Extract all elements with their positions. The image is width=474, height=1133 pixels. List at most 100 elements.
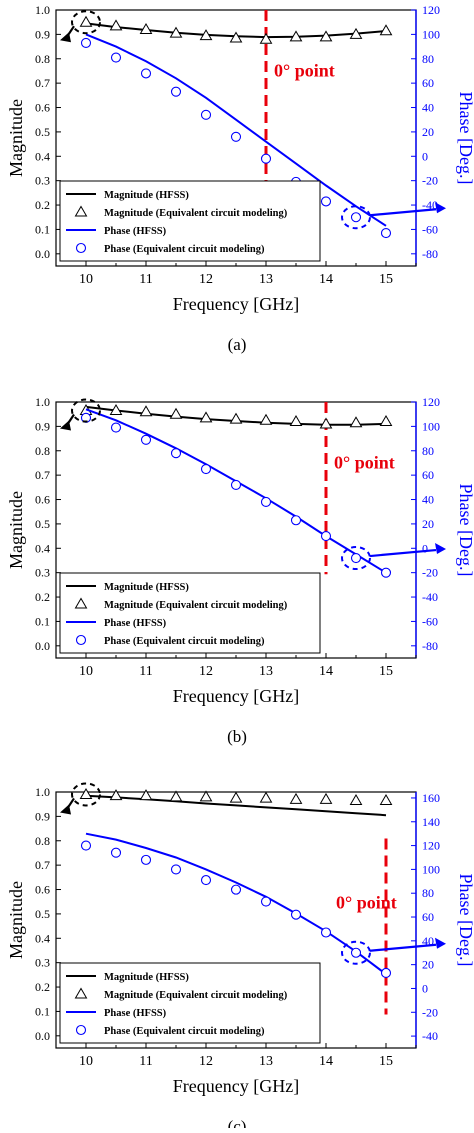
y-tick-label: 0.1: [35, 614, 50, 628]
circle-marker: [230, 479, 242, 490]
x-tick-label: 10: [79, 272, 93, 287]
x-tick-label: 14: [319, 664, 333, 679]
circle-marker: [200, 875, 212, 886]
legend-triangle-swatch: [74, 205, 88, 217]
phase-dashed-ellipse: [341, 205, 371, 230]
y-tick-label: 0.8: [35, 834, 50, 848]
y2-tick-label: 80: [422, 52, 434, 66]
legend-circle-swatch: [75, 242, 87, 254]
y-tick-label: 0.0: [35, 1029, 50, 1043]
legend-entry: Phase (Equivalent circuit modeling): [104, 636, 265, 647]
magnitude-dashed-ellipse: [71, 10, 101, 35]
y2-tick-label: 40: [422, 493, 434, 507]
y-tick-label: 0.6: [35, 101, 50, 115]
y-tick-label: 0.7: [35, 858, 50, 872]
y2-tick-label: -60: [422, 222, 438, 236]
x-tick-label: 14: [319, 272, 333, 287]
y2-tick-label: 0: [422, 541, 428, 555]
y-tick-label: 0.9: [35, 419, 50, 433]
y-tick-label: 0.7: [35, 468, 50, 482]
zero-point-annotation: 0° point: [334, 452, 395, 472]
phase-arrow-shaft: [369, 548, 437, 558]
y-tick-label: 0.3: [35, 956, 50, 970]
triangle-marker: [349, 27, 363, 39]
circle-marker: [260, 153, 272, 164]
triangle-marker: [289, 30, 303, 42]
y2-tick-label: 60: [422, 910, 434, 924]
chart-panel-3: 10 11 12 13 14 15 0.0 0.1 0.2 0.3 0.4 0.5 0.6 0.7 0.8 0…: [6, 782, 474, 1133]
y2-tick-label: 0: [422, 149, 428, 163]
y2-axis-title: Phase [Deg.]: [456, 874, 474, 967]
circle-marker: [320, 531, 332, 542]
triangle-marker: [199, 29, 213, 41]
legend-triangle-swatch: [74, 987, 88, 999]
y-tick-label: 0.3: [35, 566, 50, 580]
circle-marker: [110, 52, 122, 63]
circle-marker: [380, 967, 392, 979]
y-tick-label: 0.6: [35, 493, 50, 507]
y2-tick-label: 60: [422, 76, 434, 90]
magnitude-arrow-head: [60, 420, 71, 431]
zero-point-annotation: 0° point: [336, 892, 397, 912]
legend-entry: Phase (HFSS): [104, 226, 167, 237]
y-tick-label: 0.0: [35, 639, 50, 653]
y-tick-label: 0.6: [35, 883, 50, 897]
y2-axis-title: Phase [Deg.]: [456, 484, 474, 577]
legend-entry: Phase (Equivalent circuit modeling): [104, 1026, 265, 1037]
triangle-marker: [259, 413, 273, 425]
x-axis-title: Frequency [GHz]: [173, 686, 299, 706]
y2-tick-label: 140: [422, 815, 440, 829]
y2-tick-label: 100: [422, 419, 440, 433]
triangle-marker: [139, 789, 153, 801]
panel-caption: (b): [227, 727, 247, 746]
magnitude-arrow-head: [60, 804, 71, 815]
legend-entry: Magnitude (Equivalent circuit modeling): [104, 990, 288, 1001]
circle-marker: [170, 448, 182, 459]
legend-entry: Magnitude (Equivalent circuit modeling): [104, 208, 288, 219]
y2-tick-label: 120: [422, 3, 440, 17]
triangle-marker: [259, 32, 273, 44]
circle-marker: [350, 212, 362, 223]
triangle-marker: [109, 404, 123, 416]
legend-entry: Phase (Equivalent circuit modeling): [104, 244, 265, 255]
y2-tick-label: 120: [422, 839, 440, 853]
phase-arrow-head: [435, 543, 446, 555]
chart-panel-2: 10 11 12 13 14 15 0.0 0.1 0.2 0.3 0.4 0.5 0.6 0.7 0.8 0…: [6, 395, 474, 746]
circle-marker: [380, 567, 392, 578]
x-tick-label: 15: [379, 664, 393, 679]
legend-box: [59, 180, 321, 262]
legend-entry: Phase (HFSS): [104, 1008, 167, 1019]
phase-arrow-shaft: [369, 943, 437, 952]
y-tick-label: 0.4: [35, 149, 50, 163]
circle-marker: [110, 422, 122, 433]
y-tick-label: 0.4: [35, 541, 50, 555]
y-tick-label: 1.0: [35, 395, 50, 409]
y-tick-label: 0.4: [35, 931, 50, 945]
series-line-3: [85, 832, 387, 975]
triangle-marker: [319, 30, 333, 42]
x-axis-title: Frequency [GHz]: [173, 1076, 299, 1096]
triangle-marker: [229, 31, 243, 43]
legend-circle-swatch: [75, 1024, 87, 1036]
circle-marker: [140, 434, 152, 445]
circle-marker: [380, 228, 392, 239]
y-tick-label: 0.5: [35, 517, 50, 531]
circle-marker: [80, 840, 92, 851]
triangle-marker: [139, 405, 153, 417]
y-tick-label: 0.0: [35, 247, 50, 261]
y2-tick-label: 100: [422, 862, 440, 876]
circle-marker: [200, 463, 212, 475]
panel-caption: (a): [228, 335, 247, 354]
y2-tick-label: -40: [422, 1029, 438, 1043]
x-tick-label: 12: [199, 664, 213, 679]
circle-marker: [170, 86, 182, 97]
y2-tick-label: 20: [422, 958, 434, 972]
x-tick-label: 10: [79, 664, 93, 679]
triangle-marker: [349, 416, 363, 428]
triangle-marker: [79, 15, 93, 27]
y-tick-label: 0.2: [35, 980, 50, 994]
y2-tick-label: 80: [422, 886, 434, 900]
y-axis-title: Magnitude: [6, 491, 26, 569]
legend-entry: Magnitude (HFSS): [104, 972, 189, 983]
triangle-marker: [229, 412, 243, 424]
